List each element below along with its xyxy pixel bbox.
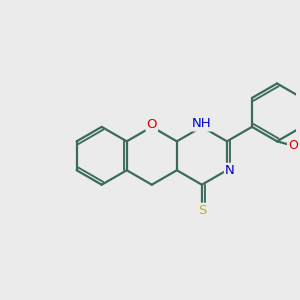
Text: NH: NH [192,118,212,130]
Text: N: N [225,164,235,177]
Text: O: O [146,118,157,131]
Text: O: O [288,139,298,152]
Text: S: S [198,204,206,217]
